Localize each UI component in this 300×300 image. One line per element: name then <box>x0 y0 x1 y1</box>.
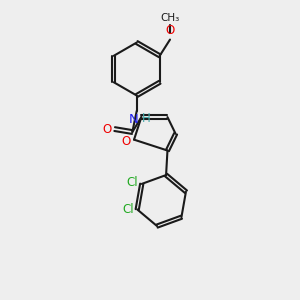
Text: O: O <box>121 135 130 148</box>
Text: H: H <box>142 112 151 125</box>
Text: CH₃: CH₃ <box>160 14 180 23</box>
Text: N: N <box>129 113 139 126</box>
Text: O: O <box>103 123 112 136</box>
Text: Cl: Cl <box>127 176 138 189</box>
Text: Cl: Cl <box>122 203 134 216</box>
Text: O: O <box>165 24 175 37</box>
